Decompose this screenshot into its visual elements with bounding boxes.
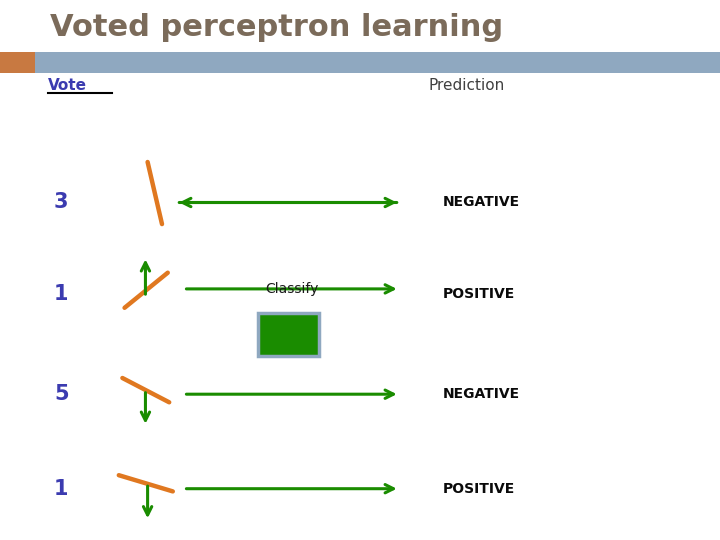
- Text: Vote: Vote: [48, 78, 87, 93]
- Text: POSITIVE: POSITIVE: [443, 287, 515, 301]
- Text: 1: 1: [54, 478, 68, 499]
- Bar: [0, 52, 35, 73]
- Text: Classify: Classify: [265, 282, 318, 296]
- Text: 1: 1: [54, 284, 68, 305]
- Bar: [0, 52, 720, 73]
- Bar: [258, 313, 319, 356]
- Text: 5: 5: [54, 384, 68, 404]
- Text: POSITIVE: POSITIVE: [443, 482, 515, 496]
- Text: 3: 3: [54, 192, 68, 213]
- Text: NEGATIVE: NEGATIVE: [443, 387, 520, 401]
- Text: Voted perceptron learning: Voted perceptron learning: [50, 14, 503, 43]
- Text: NEGATIVE: NEGATIVE: [443, 195, 520, 210]
- Text: Prediction: Prediction: [428, 78, 505, 93]
